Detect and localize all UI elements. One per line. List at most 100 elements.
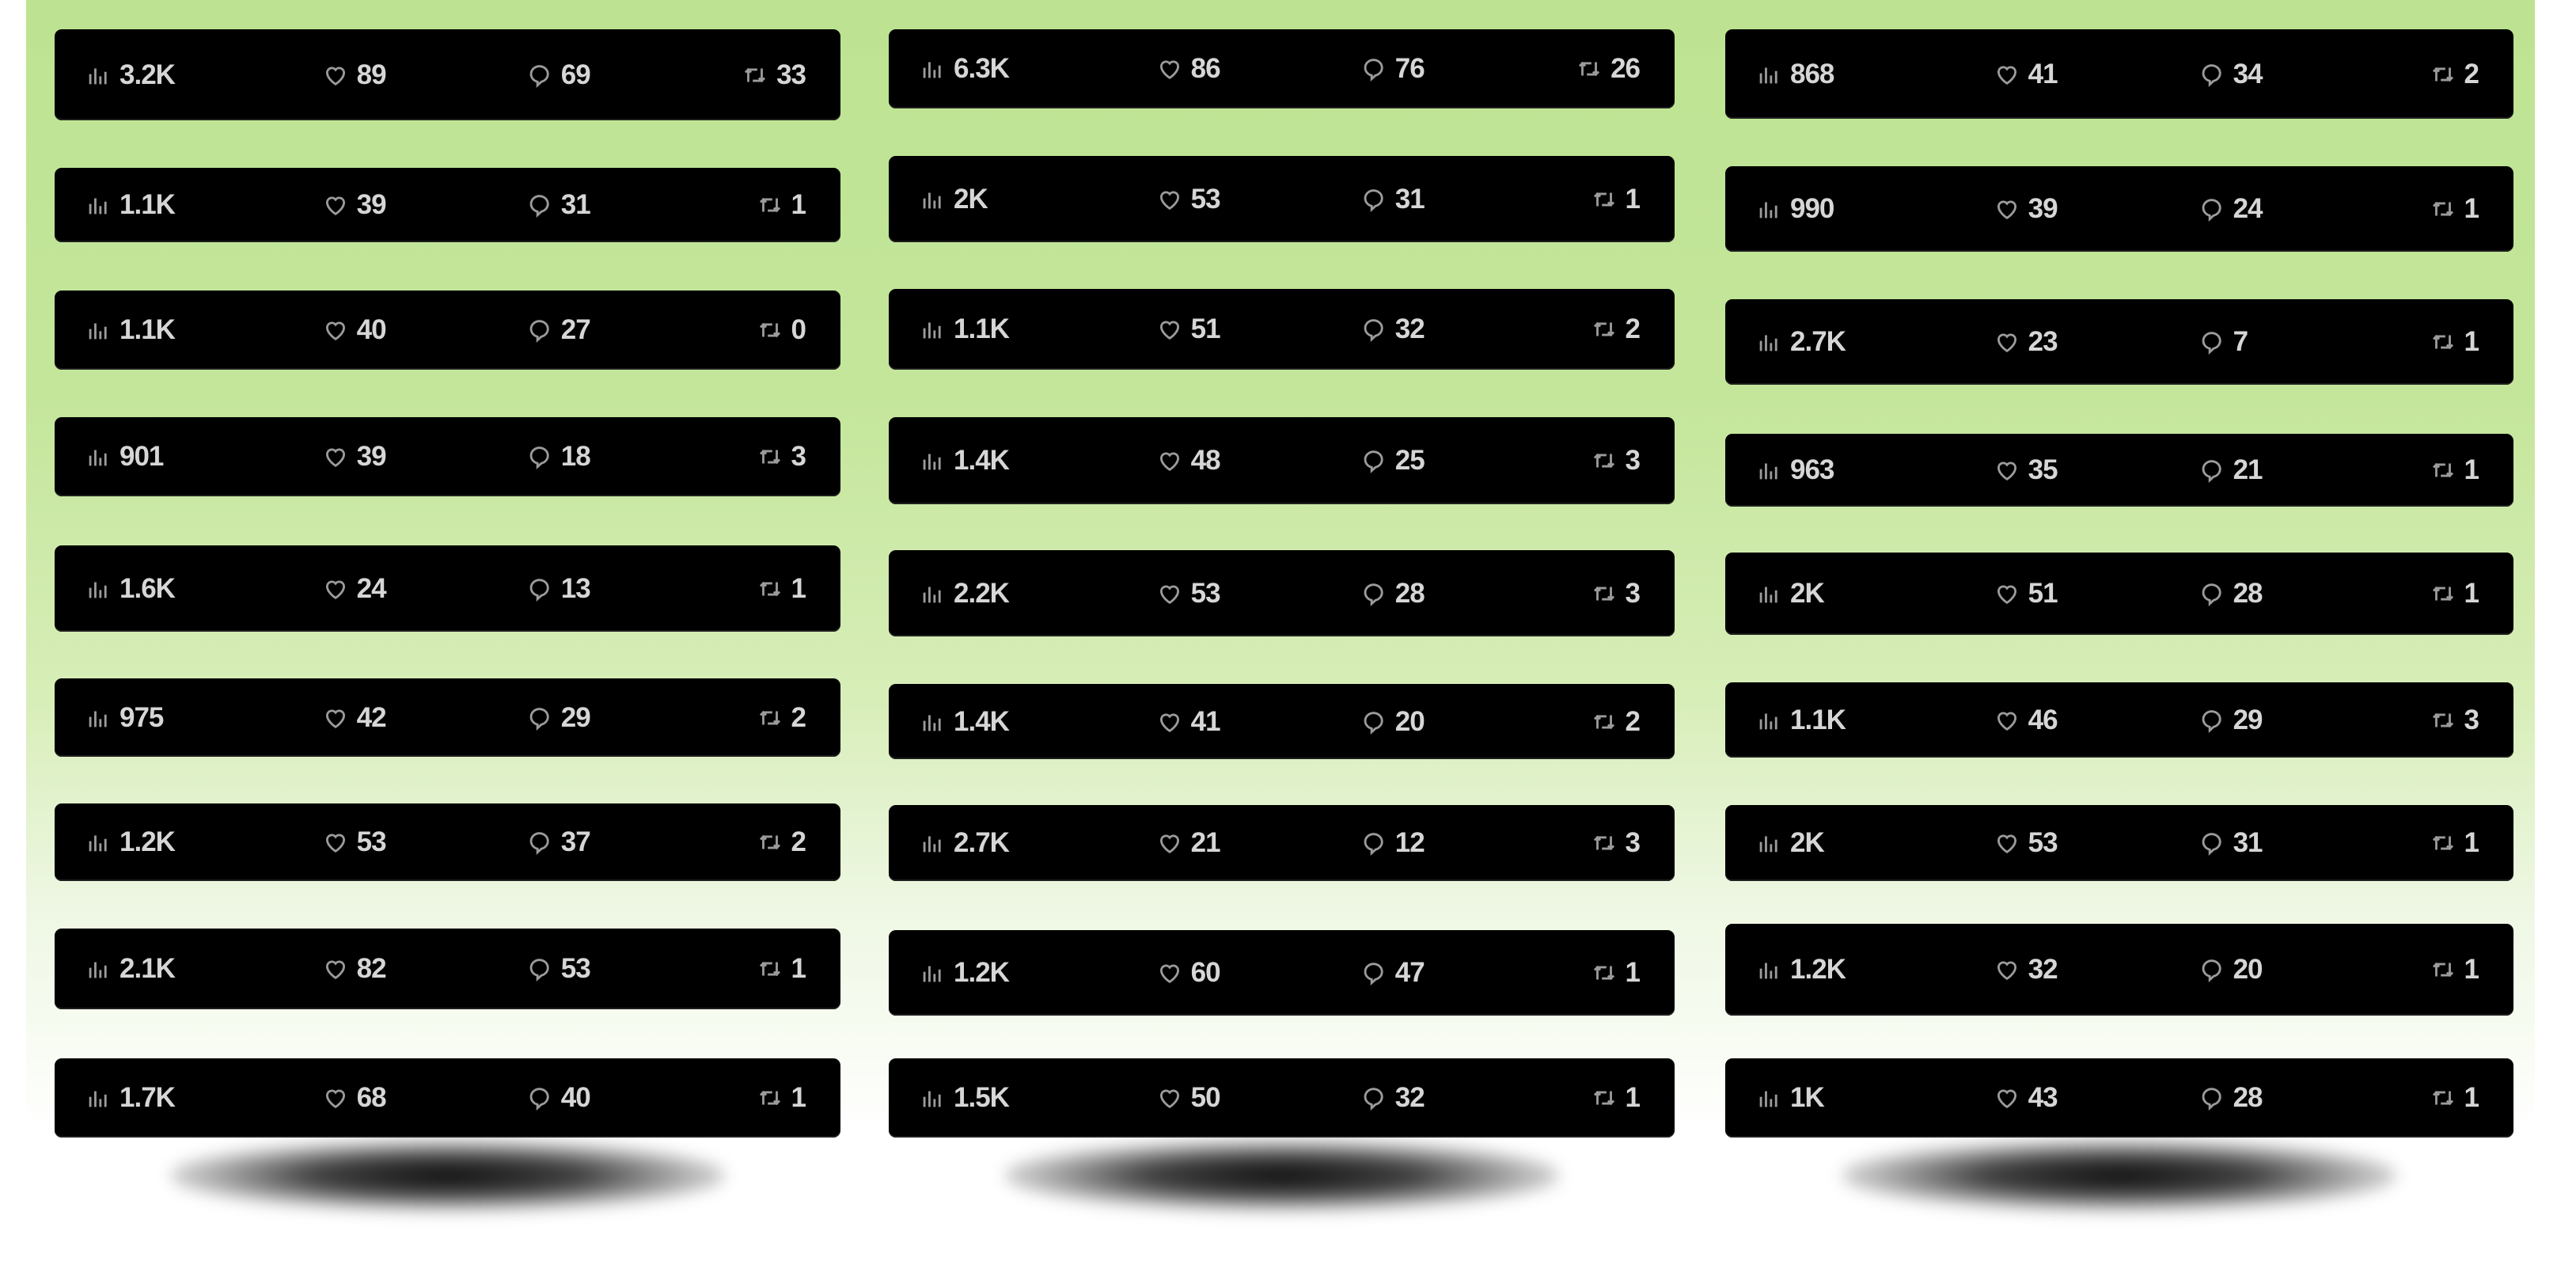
retweets-stat[interactable]: 1 [1591, 957, 1641, 989]
retweets-stat[interactable]: 2 [1591, 313, 1641, 345]
retweets-stat[interactable]: 3 [1591, 578, 1641, 610]
views-stat[interactable]: 3.2K [85, 59, 176, 91]
retweets-stat[interactable]: 1 [757, 573, 806, 605]
comments-stat[interactable]: 32 [1360, 313, 1425, 345]
views-stat[interactable]: 963 [1755, 454, 1834, 486]
views-stat[interactable]: 1.4K [919, 706, 1010, 738]
tweet-stats-card[interactable]: 868 41 34 2 [1725, 29, 2513, 119]
tweet-stats-card[interactable]: 1.5K 50 32 1 [889, 1058, 1675, 1138]
tweet-stats-card[interactable]: 901 39 18 3 [55, 417, 840, 496]
comments-stat[interactable]: 40 [526, 1082, 591, 1114]
retweets-stat[interactable]: 33 [742, 59, 806, 91]
comments-stat[interactable]: 28 [1360, 578, 1425, 610]
retweets-stat[interactable]: 1 [2430, 954, 2479, 986]
views-stat[interactable]: 1.2K [1755, 954, 1846, 986]
retweets-stat[interactable]: 0 [757, 314, 806, 346]
retweets-stat[interactable]: 3 [1591, 445, 1641, 477]
comments-stat[interactable]: 27 [526, 314, 591, 346]
likes-stat[interactable]: 51 [1994, 578, 2058, 610]
tweet-stats-card[interactable]: 6.3K 86 76 26 [889, 29, 1675, 108]
retweets-stat[interactable]: 1 [2430, 578, 2479, 610]
likes-stat[interactable]: 32 [1994, 954, 2058, 986]
likes-stat[interactable]: 82 [322, 953, 387, 985]
comments-stat[interactable]: 24 [2199, 193, 2263, 225]
comments-stat[interactable]: 32 [1360, 1082, 1425, 1114]
tweet-stats-card[interactable]: 2.1K 82 53 1 [55, 929, 840, 1009]
tweet-stats-card[interactable]: 1.2K 60 47 1 [889, 930, 1675, 1016]
retweets-stat[interactable]: 1 [757, 953, 806, 985]
views-stat[interactable]: 2.2K [919, 578, 1010, 610]
comments-stat[interactable]: 31 [1360, 184, 1425, 215]
comments-stat[interactable]: 69 [526, 59, 591, 91]
retweets-stat[interactable]: 1 [2430, 827, 2479, 859]
views-stat[interactable]: 1.7K [85, 1082, 176, 1114]
views-stat[interactable]: 1.4K [919, 445, 1010, 477]
retweets-stat[interactable]: 1 [1591, 184, 1641, 215]
views-stat[interactable]: 975 [85, 702, 164, 734]
comments-stat[interactable]: 25 [1360, 445, 1425, 477]
likes-stat[interactable]: 39 [1994, 193, 2058, 225]
likes-stat[interactable]: 48 [1156, 445, 1221, 477]
likes-stat[interactable]: 24 [322, 573, 387, 605]
tweet-stats-card[interactable]: 1.1K 51 32 2 [889, 289, 1675, 370]
comments-stat[interactable]: 13 [526, 573, 591, 605]
comments-stat[interactable]: 29 [526, 702, 591, 734]
likes-stat[interactable]: 60 [1156, 957, 1221, 989]
likes-stat[interactable]: 46 [1994, 705, 2058, 736]
comments-stat[interactable]: 28 [2199, 578, 2263, 610]
comments-stat[interactable]: 76 [1360, 53, 1425, 85]
views-stat[interactable]: 6.3K [919, 53, 1010, 85]
views-stat[interactable]: 1.1K [919, 313, 1010, 345]
tweet-stats-card[interactable]: 1.4K 48 25 3 [889, 417, 1675, 504]
comments-stat[interactable]: 31 [526, 189, 591, 221]
tweet-stats-card[interactable]: 1.7K 68 40 1 [55, 1058, 840, 1138]
tweet-stats-card[interactable]: 1.2K 32 20 1 [1725, 924, 2513, 1016]
likes-stat[interactable]: 23 [1994, 326, 2058, 358]
comments-stat[interactable]: 28 [2199, 1082, 2263, 1114]
tweet-stats-card[interactable]: 1.6K 24 13 1 [55, 545, 840, 632]
tweet-stats-card[interactable]: 963 35 21 1 [1725, 434, 2513, 507]
retweets-stat[interactable]: 3 [2430, 705, 2479, 736]
comments-stat[interactable]: 47 [1360, 957, 1425, 989]
views-stat[interactable]: 1.6K [85, 573, 176, 605]
tweet-stats-card[interactable]: 1.4K 41 20 2 [889, 684, 1675, 759]
likes-stat[interactable]: 51 [1156, 313, 1221, 345]
likes-stat[interactable]: 89 [322, 59, 387, 91]
retweets-stat[interactable]: 2 [757, 702, 806, 734]
likes-stat[interactable]: 41 [1994, 59, 2058, 90]
retweets-stat[interactable]: 2 [2430, 59, 2479, 90]
views-stat[interactable]: 1.5K [919, 1082, 1010, 1114]
tweet-stats-card[interactable]: 2.7K 23 7 1 [1725, 299, 2513, 385]
comments-stat[interactable]: 37 [526, 826, 591, 858]
likes-stat[interactable]: 39 [322, 441, 387, 473]
views-stat[interactable]: 990 [1755, 193, 1834, 225]
comments-stat[interactable]: 20 [2199, 954, 2263, 986]
views-stat[interactable]: 2.7K [1755, 326, 1846, 358]
likes-stat[interactable]: 41 [1156, 706, 1221, 738]
comments-stat[interactable]: 21 [2199, 454, 2263, 486]
tweet-stats-card[interactable]: 990 39 24 1 [1725, 166, 2513, 252]
likes-stat[interactable]: 68 [322, 1082, 387, 1114]
views-stat[interactable]: 868 [1755, 59, 1834, 90]
tweet-stats-card[interactable]: 1.1K 40 27 0 [55, 291, 840, 370]
likes-stat[interactable]: 40 [322, 314, 387, 346]
retweets-stat[interactable]: 3 [757, 441, 806, 473]
tweet-stats-card[interactable]: 1.2K 53 37 2 [55, 803, 840, 881]
views-stat[interactable]: 1.1K [1755, 705, 1846, 736]
views-stat[interactable]: 2K [1755, 827, 1825, 859]
views-stat[interactable]: 2.1K [85, 953, 176, 985]
likes-stat[interactable]: 53 [1994, 827, 2058, 859]
comments-stat[interactable]: 20 [1360, 706, 1425, 738]
comments-stat[interactable]: 7 [2199, 326, 2248, 358]
views-stat[interactable]: 2K [919, 184, 988, 215]
views-stat[interactable]: 2.7K [919, 827, 1010, 859]
retweets-stat[interactable]: 2 [1591, 706, 1641, 738]
tweet-stats-card[interactable]: 3.2K 89 69 33 [55, 29, 840, 120]
retweets-stat[interactable]: 1 [2430, 326, 2479, 358]
likes-stat[interactable]: 39 [322, 189, 387, 221]
comments-stat[interactable]: 34 [2199, 59, 2263, 90]
likes-stat[interactable]: 53 [1156, 184, 1221, 215]
views-stat[interactable]: 1.1K [85, 189, 176, 221]
tweet-stats-card[interactable]: 1.1K 46 29 3 [1725, 682, 2513, 758]
tweet-stats-card[interactable]: 2K 53 31 1 [889, 156, 1675, 242]
